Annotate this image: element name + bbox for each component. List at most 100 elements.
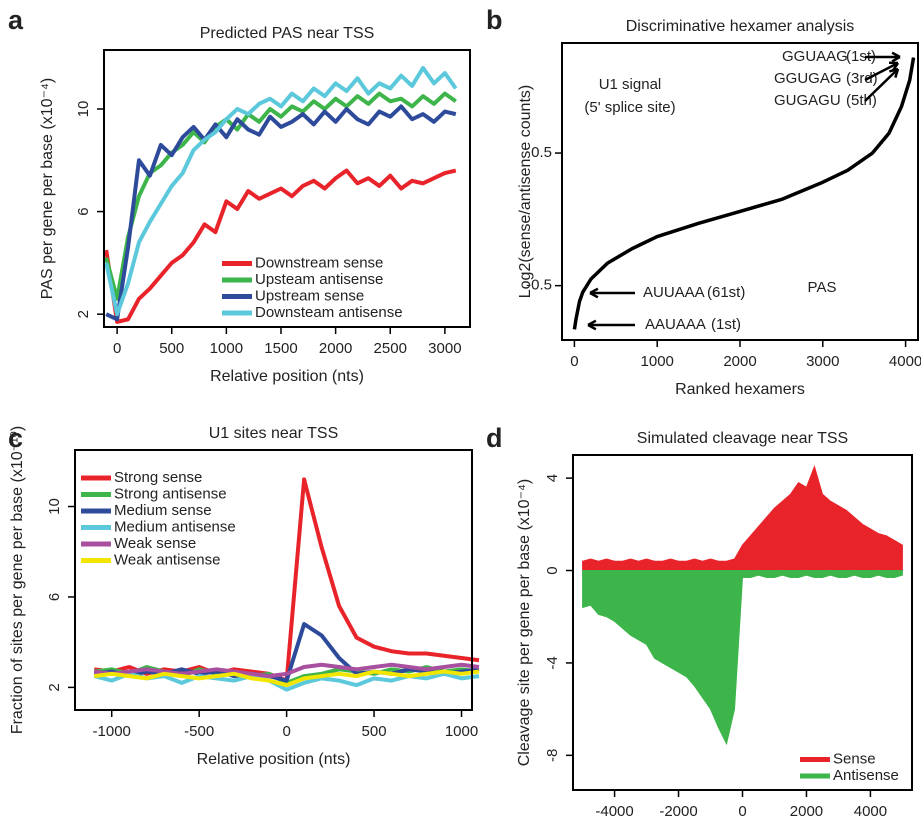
panel-label: b <box>486 5 503 35</box>
x-tick-label: 0 <box>282 723 290 740</box>
line <box>572 57 916 330</box>
y-tick-label: 2 <box>75 310 92 318</box>
x-tick-label: 4000 <box>854 803 887 820</box>
plot-area <box>572 57 916 330</box>
x-tick-label: -1000 <box>93 723 131 740</box>
x-tick-label: 1000 <box>445 723 478 740</box>
x-tick-label: 1000 <box>641 353 674 370</box>
line <box>104 65 458 317</box>
x-tick-label: 1000 <box>210 340 243 357</box>
x-tick-label: 1500 <box>264 340 297 357</box>
x-tick-label: 3000 <box>806 353 839 370</box>
plot-frame <box>74 449 473 711</box>
x-tick-label: 0 <box>570 353 578 370</box>
area <box>582 464 903 572</box>
panel: a Predicted PAS near TSS Relative position… <box>8 5 471 385</box>
plot-area <box>582 464 903 746</box>
x-axis-label: Relative position (nts) <box>210 368 364 385</box>
annotation: U1 signal <box>599 76 662 93</box>
panel-label: c <box>8 423 23 453</box>
y-axis-label: Log2(sense/antisense counts) <box>517 85 534 298</box>
y-tick-label: 10 <box>75 101 92 118</box>
line <box>93 622 480 683</box>
annotation: AUUAAA <box>643 284 705 301</box>
plot-area <box>104 65 458 324</box>
legend-label: Antisense <box>833 767 899 784</box>
x-tick-label: -500 <box>184 723 214 740</box>
panel: b Discriminative hexamer analysis Ranked h… <box>486 5 921 398</box>
plot-area <box>93 477 480 692</box>
legend-label: Sense <box>833 750 876 767</box>
y-tick-label: 10 <box>46 498 63 515</box>
arrow-head <box>891 51 901 63</box>
legend-label: Strong antisense <box>114 485 227 502</box>
annotation: (1st) <box>846 48 876 65</box>
annotation: (1st) <box>711 316 741 333</box>
y-tick-label: -4 <box>544 656 561 669</box>
y-tick-label: 2 <box>46 683 63 691</box>
annotation: (61st) <box>707 284 745 301</box>
annotation: GUGAGU <box>774 92 841 109</box>
chart-title: Simulated cleavage near TSS <box>637 430 848 447</box>
area <box>582 570 903 746</box>
plot-frame <box>103 49 471 328</box>
panel-label: a <box>8 5 24 35</box>
x-tick-label: 3000 <box>428 340 461 357</box>
x-tick-label: 0 <box>113 340 121 357</box>
x-tick-label: -2000 <box>659 803 697 820</box>
arrow-head <box>589 287 599 299</box>
x-tick-label: 500 <box>362 723 387 740</box>
y-axis-label: PAS per gene per base (x10⁻⁴) <box>39 78 56 299</box>
plot-frame <box>561 42 919 341</box>
legend-label: Medium sense <box>114 502 212 519</box>
y-tick-label: 0.5 <box>531 144 552 161</box>
x-tick-label: 2000 <box>790 803 823 820</box>
arrow-head <box>587 319 597 331</box>
y-tick-label: -0.5 <box>526 277 552 294</box>
y-tick-label: -8 <box>544 749 561 762</box>
y-tick-label: 6 <box>75 207 92 215</box>
annotation: GGUAAG <box>782 48 848 65</box>
x-tick-label: -4000 <box>595 803 633 820</box>
line <box>104 168 457 324</box>
y-axis-label: Fraction of sites per gene per base (x10… <box>9 426 26 734</box>
arrow <box>864 68 899 102</box>
x-tick-label: 2000 <box>319 340 352 357</box>
x-tick-label: 2000 <box>723 353 756 370</box>
panel-label: d <box>486 423 503 453</box>
legend-label: Medium antisense <box>114 518 236 535</box>
annotation: (5' splice site) <box>584 99 675 116</box>
legend-label: Upstream sense <box>255 287 364 304</box>
line <box>105 104 457 322</box>
x-tick-label: 4000 <box>889 353 921 370</box>
x-tick-label: 2500 <box>374 340 407 357</box>
chart-title: Discriminative hexamer analysis <box>626 18 855 35</box>
y-tick-label: 4 <box>544 474 561 482</box>
chart-title: U1 sites near TSS <box>209 425 339 442</box>
line <box>93 669 480 688</box>
arrow-head <box>888 67 900 78</box>
x-axis-label: Ranked hexamers <box>675 381 805 398</box>
plot-frame <box>572 454 913 791</box>
panel: c U1 sites near TSS Relative position (nts… <box>8 423 480 768</box>
annotation: PAS <box>808 279 837 296</box>
annotation: AAUAAA <box>645 316 706 333</box>
x-tick-label: 0 <box>738 803 746 820</box>
arrow <box>864 61 899 82</box>
annotation: (3rd) <box>846 70 878 87</box>
x-tick-label: 500 <box>159 340 184 357</box>
legend-label: Weak sense <box>114 535 196 552</box>
y-tick-label: 6 <box>46 593 63 601</box>
legend-label: Downstream sense <box>255 254 383 271</box>
y-axis-label: Cleavage site per gene per base (x10⁻⁴) <box>516 479 533 766</box>
legend-label: Downsteam antisense <box>255 304 403 321</box>
y-tick-label: 0 <box>544 566 561 574</box>
chart-title: Predicted PAS near TSS <box>200 25 375 42</box>
legend-label: Strong sense <box>114 469 202 486</box>
line <box>104 91 457 301</box>
x-axis-label: Relative position (nts) <box>197 751 351 768</box>
line <box>93 662 480 679</box>
legend-label: Weak antisense <box>114 551 220 568</box>
